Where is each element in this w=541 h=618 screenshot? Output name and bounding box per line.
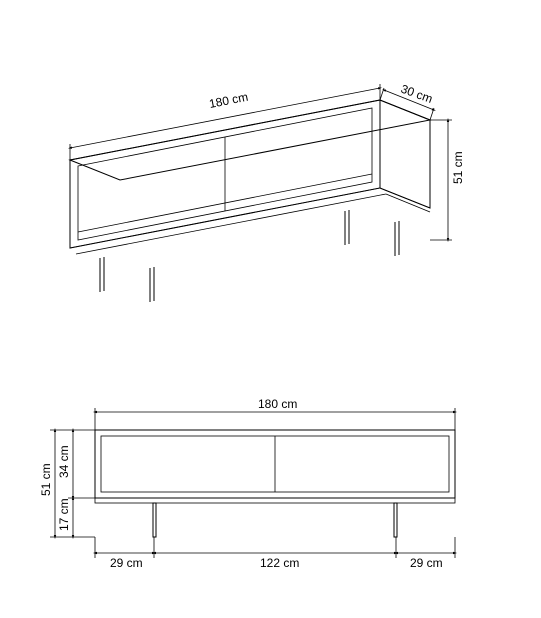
iso-dim-height-label: 51 cm bbox=[451, 151, 465, 184]
front-dim-bottom-mid-label: 122 cm bbox=[260, 556, 299, 570]
iso-right-face bbox=[380, 100, 430, 208]
iso-base-rail-right bbox=[386, 194, 430, 212]
iso-dim-height: 51 cm bbox=[430, 120, 465, 240]
iso-base-rail-front bbox=[76, 194, 386, 254]
front-dim-top-label: 180 cm bbox=[258, 397, 297, 411]
iso-dim-depth-label: 30 cm bbox=[399, 82, 435, 106]
front-legs bbox=[153, 503, 397, 537]
iso-dim-width-label: 180 cm bbox=[208, 90, 249, 111]
iso-dim-depth: 30 cm bbox=[380, 82, 434, 120]
front-dim-bottom-left-label: 29 cm bbox=[110, 556, 143, 570]
front-base-rail bbox=[95, 498, 455, 503]
front-dim-bottom: 29 cm 122 cm 29 cm bbox=[95, 537, 455, 570]
iso-bottom-right-edge bbox=[380, 188, 430, 208]
iso-legs bbox=[100, 210, 399, 302]
front-dim-left-lower-label: 17 cm bbox=[57, 498, 71, 531]
isometric-view: 180 cm 30 cm 51 cm bbox=[70, 82, 465, 302]
front-dim-left-upper-label: 34 cm bbox=[57, 445, 71, 478]
front-view: 180 cm 51 cm 34 cm 17 cm bbox=[39, 397, 455, 570]
technical-drawing: 180 cm 30 cm 51 cm bbox=[0, 0, 541, 618]
front-dim-left: 51 cm 34 cm 17 cm bbox=[39, 430, 95, 537]
iso-top-face bbox=[70, 100, 430, 180]
front-dim-bottom-right-label: 29 cm bbox=[410, 556, 443, 570]
front-dim-left-total-label: 51 cm bbox=[39, 463, 53, 496]
front-dim-top: 180 cm bbox=[95, 397, 455, 430]
